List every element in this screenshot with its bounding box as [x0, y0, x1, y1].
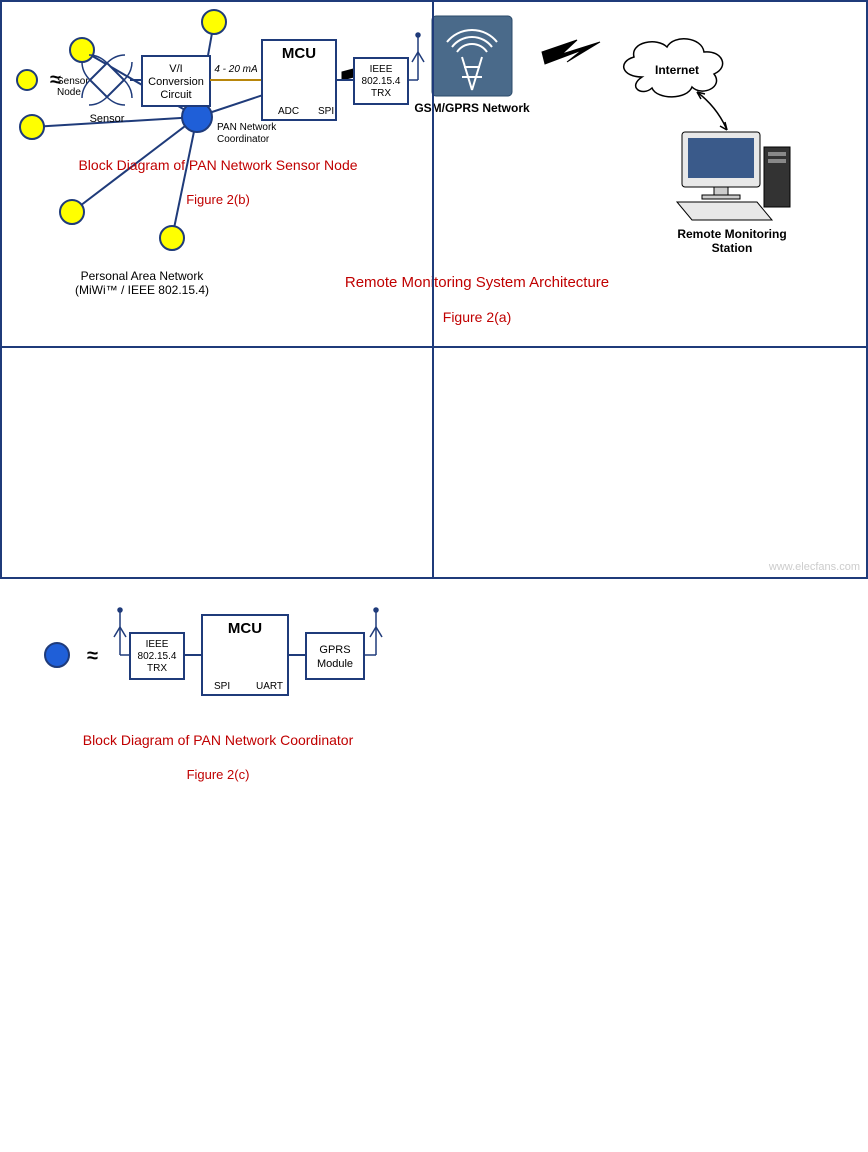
svg-text:TRX: TRX [371, 88, 391, 99]
cloud-to-station-arrow [697, 92, 727, 130]
svg-text:SPI: SPI [214, 681, 230, 692]
sensor-bridge-icon [82, 55, 132, 105]
antenna-icon [364, 608, 382, 655]
svg-text:Circuit: Circuit [160, 89, 191, 101]
svg-text:V/I: V/I [169, 63, 182, 75]
sensor-node-icon [17, 70, 37, 90]
watermark: www.elecfans.com [769, 561, 860, 573]
internet-cloud-icon: Internet [624, 39, 723, 97]
current-label: 4 - 20 mA [214, 64, 258, 75]
figure-caption: Figure 2(a) [443, 309, 511, 325]
monitoring-station-icon [677, 132, 790, 220]
svg-text:IEEE: IEEE [146, 639, 169, 650]
svg-text:UART: UART [256, 681, 283, 692]
figure-caption: Figure 2(c) [187, 767, 250, 782]
svg-text:≈: ≈ [87, 645, 98, 667]
svg-text:Internet: Internet [655, 63, 699, 77]
sensor-node-block-diagram: ≈ Sensor V/I Conversion Circuit 4 - 20 m… [2, 2, 434, 231]
antenna-icon [408, 33, 424, 80]
gsm-box [432, 16, 512, 96]
bottom-left-panel: ≈ Sensor V/I Conversion Circuit 4 - 20 m… [2, 2, 434, 577]
svg-text:802.15.4: 802.15.4 [138, 651, 177, 662]
figure-caption: Figure 2(b) [186, 192, 250, 207]
svg-text:SPI: SPI [318, 106, 334, 117]
svg-text:802.15.4: 802.15.4 [362, 76, 401, 87]
svg-text:Conversion: Conversion [148, 76, 204, 88]
svg-text:MCU: MCU [282, 45, 316, 62]
figure-title: Block Diagram of PAN Network Coordinator [83, 732, 354, 748]
main-container: Sensor Node PAN Network Coordinator GSM/… [0, 0, 868, 579]
figure-title: Block Diagram of PAN Network Sensor Node [78, 157, 357, 173]
gprs-box [306, 633, 364, 679]
antenna-icon [114, 608, 130, 655]
rf-link-icon [542, 40, 600, 64]
bottom-right-panel: ≈ IEEE 802.15.4 TRX MCU SPI UART GPRS [2, 577, 434, 1152]
svg-text:GPRS: GPRS [319, 644, 350, 656]
svg-text:MCU: MCU [228, 620, 262, 637]
svg-text:IEEE: IEEE [370, 64, 393, 75]
coordinator-icon [45, 643, 69, 667]
sensor-label: Sensor [90, 113, 125, 125]
coordinator-block-diagram: ≈ IEEE 802.15.4 TRX MCU SPI UART GPRS [2, 577, 434, 806]
svg-text:TRX: TRX [147, 663, 167, 674]
station-label: Station [712, 241, 753, 255]
station-label: Remote Monitoring [677, 227, 786, 241]
svg-text:≈: ≈ [50, 69, 61, 91]
svg-text:ADC: ADC [278, 106, 299, 117]
svg-text:Module: Module [317, 658, 353, 670]
